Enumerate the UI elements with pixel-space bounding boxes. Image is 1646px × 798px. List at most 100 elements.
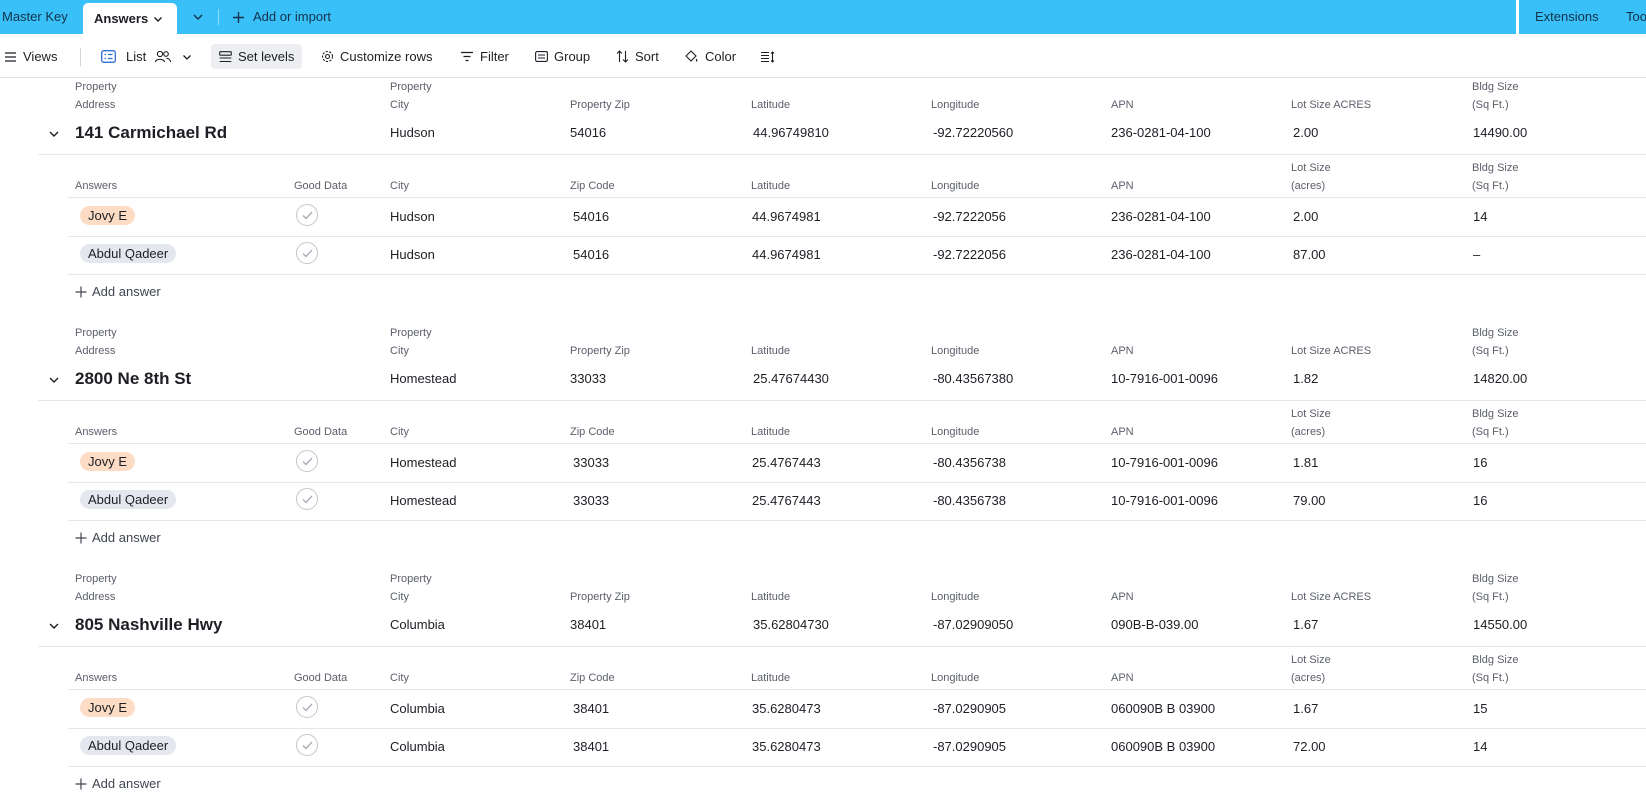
answer-apn: 10-7916-001-0096 (1111, 493, 1218, 508)
add-answer-button[interactable]: Add answer (75, 776, 161, 791)
answerer-pill[interactable]: Abdul Qadeer (80, 736, 177, 755)
tab-divider (218, 9, 219, 25)
header-longitude: Longitude (931, 672, 980, 684)
header-property-zip: Property Zip (570, 345, 630, 357)
add-answer-label: Add answer (92, 284, 161, 299)
header-bldg-size: Bldg Size (1472, 654, 1519, 666)
filter-button[interactable]: Filter (460, 44, 509, 69)
header-property-city: City (390, 591, 409, 603)
customize-rows-button[interactable]: Customize rows (321, 44, 432, 69)
add-or-import-button[interactable]: Add or import (232, 0, 331, 34)
property-address[interactable]: 141 Carmichael Rd (75, 123, 228, 142)
tab-answers-label: Answers (94, 11, 149, 26)
header-answers: Answers (75, 180, 118, 192)
collapse-chevron-icon[interactable] (48, 374, 60, 386)
tools-button[interactable]: Too (1626, 9, 1646, 24)
header-lot-size: Lot Size ACRES (1291, 345, 1372, 357)
add-answer-label: Add answer (92, 530, 161, 545)
answer-lot-size: 87.00 (1293, 247, 1326, 262)
property-zip: 38401 (570, 617, 607, 632)
good-data-checkbox[interactable] (296, 242, 318, 264)
plus-icon (75, 286, 87, 297)
answer-lot-size: 1.67 (1293, 701, 1319, 716)
header-property-city: Property (390, 81, 432, 93)
answer-lot-size: 79.00 (1293, 493, 1326, 508)
answer-latitude: 44.9674981 (752, 209, 821, 224)
add-answer-button[interactable]: Add answer (75, 284, 161, 299)
add-answer-button[interactable]: Add answer (75, 530, 161, 545)
set-levels-button[interactable]: Set levels (211, 44, 303, 69)
header-apn: APN (1111, 672, 1134, 684)
answer-bldg-size: 16 (1473, 493, 1488, 508)
header-property-address: Property (75, 573, 117, 585)
collapse-chevron-icon[interactable] (48, 128, 60, 140)
filter-label: Filter (480, 49, 509, 64)
header-lot-size: Lot Size (1291, 162, 1331, 174)
list-view-icon (101, 50, 116, 63)
checkmark-icon (302, 495, 313, 504)
property-zip: 33033 (570, 371, 607, 386)
answer-row-divider (68, 236, 1646, 237)
views-label: Views (23, 49, 58, 64)
property-latitude: 25.47674430 (753, 371, 829, 386)
answerer-pill[interactable]: Jovy E (80, 206, 136, 225)
views-button[interactable]: Views (4, 44, 57, 69)
property-longitude: -87.02909050 (933, 617, 1014, 632)
group-label: Group (554, 49, 591, 64)
answer-latitude: 35.6280473 (752, 739, 821, 754)
property-address[interactable]: 2800 Ne 8th St (75, 369, 192, 388)
color-button[interactable]: Color (684, 44, 736, 69)
header-property-address: Address (75, 99, 116, 111)
good-data-checkbox[interactable] (296, 696, 318, 718)
answerer-pill[interactable]: Jovy E (80, 698, 136, 717)
answer-bldg-size: 16 (1473, 455, 1488, 470)
collapse-chevron-icon[interactable] (48, 620, 60, 632)
hamburger-icon (5, 51, 16, 62)
row-height-button[interactable] (760, 44, 775, 69)
answer-latitude: 44.9674981 (752, 247, 821, 262)
extensions-button[interactable]: Extensions (1535, 9, 1599, 24)
customize-rows-label: Customize rows (340, 49, 433, 64)
answer-bldg-size: 14 (1473, 739, 1488, 754)
property-longitude: -80.43567380 (933, 371, 1014, 386)
list-view-button[interactable]: List (101, 44, 192, 69)
answer-header-divider (68, 689, 1646, 690)
tab-master-key[interactable]: Master Key (2, 9, 68, 24)
list-view-label: List (126, 49, 147, 64)
property-latitude: 35.62804730 (753, 617, 829, 632)
property-row-divider (38, 646, 1646, 647)
more-tabs-chevron-icon[interactable] (190, 9, 206, 25)
chevron-down-icon (183, 54, 192, 60)
property-apn: 236-0281-04-100 (1111, 125, 1211, 140)
plus-icon (75, 532, 87, 543)
property-address[interactable]: 805 Nashville Hwy (75, 615, 223, 634)
header-bldg-size: (Sq Ft.) (1472, 345, 1509, 357)
tab-answers[interactable]: Answers (83, 3, 177, 34)
good-data-checkbox[interactable] (296, 450, 318, 472)
sort-label: Sort (635, 49, 659, 64)
header-bldg-size: (Sq Ft.) (1472, 426, 1509, 438)
header-property-city: City (390, 99, 409, 111)
answer-zip-code: 54016 (573, 247, 610, 262)
header-bldg-size: Bldg Size (1472, 81, 1519, 93)
group-button[interactable]: Group (535, 44, 590, 69)
answer-apn: 060090B B 03900 (1111, 739, 1216, 754)
answer-zip-code: 33033 (573, 493, 610, 508)
answerer-pill[interactable]: Abdul Qadeer (80, 490, 177, 509)
header-city: City (390, 672, 409, 684)
property-lot-size: 1.67 (1293, 617, 1319, 632)
header-zip-code: Zip Code (570, 426, 615, 438)
answerer-pill[interactable]: Jovy E (80, 452, 136, 471)
good-data-checkbox[interactable] (296, 204, 318, 226)
header-longitude: Longitude (931, 345, 980, 357)
header-latitude: Latitude (751, 345, 791, 357)
chevron-down-icon[interactable] (153, 14, 163, 24)
answer-latitude: 35.6280473 (752, 701, 821, 716)
answerer-pill[interactable]: Abdul Qadeer (80, 244, 177, 263)
good-data-checkbox[interactable] (296, 734, 318, 756)
sort-button[interactable]: Sort (616, 44, 659, 69)
header-city: City (390, 180, 409, 192)
answer-lot-size: 2.00 (1293, 209, 1319, 224)
good-data-checkbox[interactable] (296, 488, 318, 510)
answer-apn: 236-0281-04-100 (1111, 209, 1211, 224)
